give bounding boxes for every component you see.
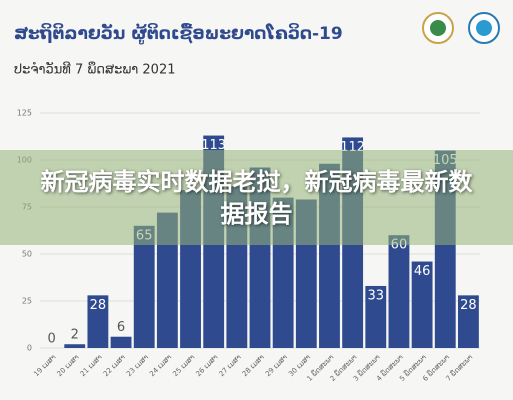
x-tick-label: 20 ເມສາ <box>56 353 81 378</box>
y-tick-label: 50 <box>22 250 32 259</box>
x-tick-label: 23 ເມສາ <box>125 353 150 378</box>
bar <box>365 285 387 348</box>
data-label: 28 <box>90 298 107 313</box>
bar <box>64 344 86 348</box>
bar <box>411 261 433 348</box>
data-label: 113 <box>201 138 226 153</box>
bar <box>110 336 132 348</box>
data-label: 28 <box>460 298 477 313</box>
x-tick-label: 25 ເມສາ <box>171 353 196 378</box>
x-tick-label: 22 ເມສາ <box>102 353 127 378</box>
x-tick-label: 27 ເມສາ <box>218 353 243 378</box>
y-tick-label: 25 <box>22 297 32 306</box>
chart-subtitle: ປະຈຳວັນທີ 7 ພຶດສະພາ 2021 <box>14 61 176 77</box>
banner-text: 新冠病毒实时数据老挝，新冠病毒最新数据报告 <box>40 167 473 228</box>
logo <box>422 12 500 44</box>
data-label: 2 <box>71 328 79 343</box>
x-tick-label: 19 ເມສາ <box>32 353 57 378</box>
data-label: 33 <box>368 288 385 303</box>
y-tick-label: 125 <box>17 109 32 118</box>
y-tick-label: 0 <box>27 344 32 353</box>
x-tick-label: 21 ເມສາ <box>79 353 104 378</box>
x-tick-label: 29 ເມສາ <box>264 353 289 378</box>
data-label: 46 <box>414 264 431 279</box>
bar <box>87 295 109 348</box>
x-tick-label: 28 ເມສາ <box>241 353 266 378</box>
bar <box>156 212 178 348</box>
x-tick-label: 24 ເມສາ <box>148 353 173 378</box>
data-label: 0 <box>47 332 55 347</box>
banner: 新冠病毒实时数据老挝，新冠病毒最新数据报告 <box>0 150 513 245</box>
x-tick-label: 26 ເມສາ <box>194 353 219 378</box>
data-label: 6 <box>117 320 125 335</box>
chart-title: ສະຖິຕິລາຍວັນ ຜູ້ຕິດເຊື້ອພະຍາດໂຄວິດ-19 <box>14 22 343 45</box>
bar <box>388 235 410 348</box>
bar <box>458 295 479 348</box>
bar <box>133 225 155 348</box>
